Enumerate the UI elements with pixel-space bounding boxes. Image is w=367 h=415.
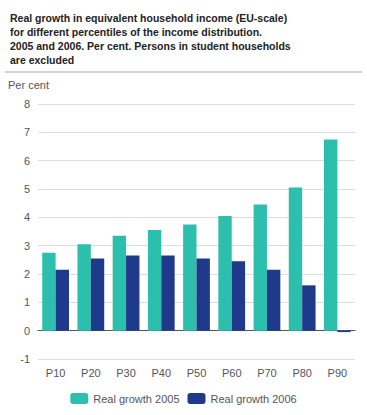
svg-text:for different percentiles of t: for different percentiles of the income … [10, 26, 262, 38]
svg-text:P30: P30 [116, 367, 136, 379]
svg-text:P20: P20 [81, 367, 101, 379]
svg-text:P40: P40 [151, 367, 171, 379]
svg-text:P60: P60 [222, 367, 242, 379]
svg-text:P10: P10 [46, 367, 66, 379]
svg-text:2005 and 2006. Per cent. Perso: 2005 and 2006. Per cent. Persons in stud… [10, 40, 291, 52]
svg-text:0: 0 [24, 325, 30, 337]
svg-text:-1: -1 [20, 353, 30, 365]
svg-text:4: 4 [24, 211, 30, 223]
svg-text:5: 5 [24, 183, 30, 195]
svg-text:Real growth 2005: Real growth 2005 [93, 393, 179, 405]
svg-text:Per cent: Per cent [8, 79, 49, 91]
svg-text:2: 2 [24, 268, 30, 280]
svg-text:1: 1 [24, 296, 30, 308]
svg-text:P50: P50 [187, 367, 207, 379]
svg-text:6: 6 [24, 155, 30, 167]
svg-text:are excluded: are excluded [10, 54, 74, 66]
svg-text:8: 8 [24, 98, 30, 110]
svg-text:Real growth in equivalent hous: Real growth in equivalent household inco… [10, 12, 287, 24]
svg-text:3: 3 [24, 240, 30, 252]
svg-text:Real growth 2006: Real growth 2006 [211, 393, 297, 405]
svg-text:P90: P90 [328, 367, 348, 379]
svg-text:P70: P70 [257, 367, 277, 379]
svg-text:P80: P80 [292, 367, 312, 379]
svg-text:7: 7 [24, 126, 30, 138]
